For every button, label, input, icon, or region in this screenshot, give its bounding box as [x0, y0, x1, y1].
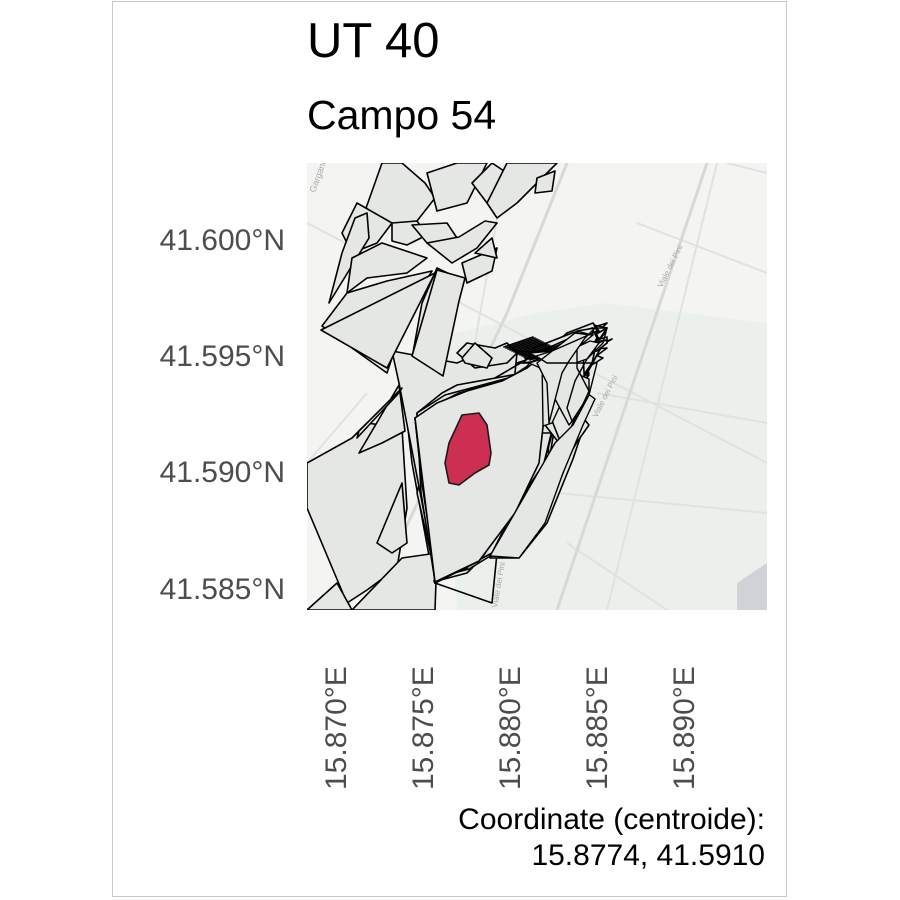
- highlighted-field[interactable]: [444, 412, 492, 486]
- parcel: [507, 338, 538, 350]
- parcel: [307, 582, 353, 610]
- parcel: [461, 342, 493, 369]
- water-area: [737, 563, 767, 610]
- parcel: [519, 344, 550, 356]
- x-tick-label: 15.885°E: [581, 666, 614, 790]
- x-tick-label: 15.880°E: [494, 666, 527, 790]
- parcel: [505, 337, 536, 349]
- parcel: [320, 272, 436, 369]
- x-tick-label: 15.890°E: [668, 666, 701, 790]
- map-svg: Gargano Viale dei Pini Viale dei Pini Vi…: [307, 163, 767, 610]
- caption-coordinates: 15.8774, 41.5910: [531, 839, 765, 872]
- parcel-main: [414, 350, 570, 583]
- caption-label: Coordinate (centroide):: [458, 803, 765, 836]
- parcel: [356, 387, 403, 439]
- basemap-main-roads: [365, 163, 709, 610]
- parcel-outline: [526, 324, 608, 422]
- y-tick-label: 41.600°N: [159, 224, 285, 257]
- parcel: [328, 212, 370, 304]
- parcel: [376, 482, 408, 554]
- y-tick-label: 41.590°N: [159, 456, 285, 489]
- parcel: [474, 237, 498, 259]
- x-tick-label: 15.875°E: [407, 666, 440, 790]
- map-title: UT 40: [307, 14, 440, 68]
- parcel: [307, 422, 408, 604]
- parcel: [509, 339, 540, 351]
- parcel: [517, 343, 548, 355]
- parcel: [511, 340, 542, 352]
- map-subtitle: Campo 54: [307, 92, 497, 138]
- parcel: [411, 269, 466, 377]
- map-panel[interactable]: Gargano Viale dei Pini Viale dei Pini Vi…: [307, 163, 767, 610]
- y-tick-label: 41.585°N: [159, 573, 285, 606]
- parcel: [534, 170, 556, 194]
- centroid-caption: Coordinate (centroide): 15.8774, 41.5910: [458, 802, 765, 874]
- parcel: [515, 342, 546, 354]
- x-tick-label: 15.870°E: [320, 666, 353, 790]
- parcel: [426, 220, 498, 264]
- parcel: [513, 341, 544, 353]
- parcel: [503, 336, 534, 348]
- y-tick-label: 41.595°N: [159, 340, 285, 373]
